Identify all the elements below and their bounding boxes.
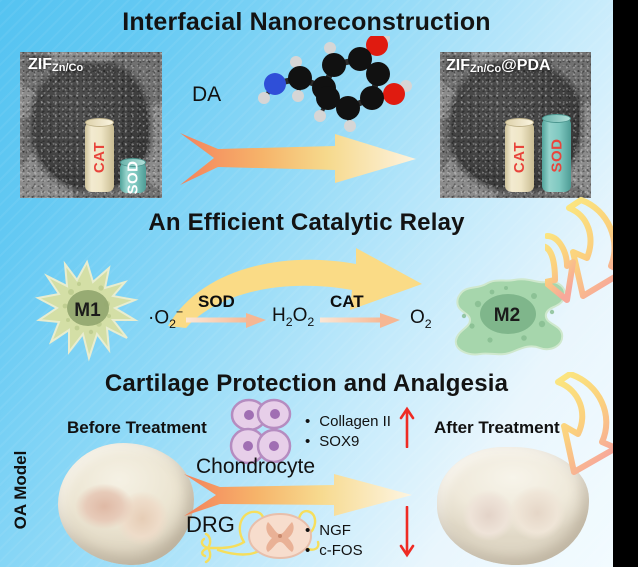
marker-item: • Collagen II (305, 412, 391, 432)
cylinder-label: CAT (511, 141, 528, 173)
enzyme-label-sod: SOD (198, 292, 235, 311)
enzyme-label-cat: CAT (330, 292, 364, 311)
marker-label: c-FOS (319, 542, 363, 559)
reaction-arrow-2 (320, 313, 400, 328)
dopamine-molecule-icon (258, 36, 412, 132)
marker-label: Collagen II (319, 413, 391, 430)
bullet-icon: • (305, 413, 311, 430)
marker-label: NGF (319, 522, 351, 539)
cylinder-cap (542, 114, 571, 123)
enzyme-cylinder-sod-right: SOD (542, 114, 571, 192)
m1-label: M1 (74, 299, 101, 321)
specimen-photo-before (58, 443, 194, 565)
marker-label: SOX9 (319, 433, 360, 450)
cylinder-label: SOD (548, 137, 566, 173)
treatment-arrow-bottom (184, 474, 412, 516)
cylinder-body (505, 122, 534, 192)
upregulation-arrow-icon (399, 406, 415, 448)
cylinder-label: SOD (124, 160, 142, 195)
right-black-bar (613, 0, 638, 567)
specimen-photo-after (437, 447, 589, 565)
cartilage-tissue-after (437, 447, 589, 565)
enzyme-cylinder-cat-left: CAT (85, 118, 114, 192)
chondrocyte-marker-list: • Collagen II • SOX9 (305, 412, 391, 452)
species-superoxide: ·O2− (148, 305, 184, 332)
m2-label: M2 (493, 305, 521, 326)
link-arrow-upper (545, 197, 613, 303)
macrophage-m1: M1 (35, 258, 140, 363)
section-title-catalytic-relay: An Efficient Catalytic Relay (148, 209, 465, 236)
reagent-label-da: DA (192, 83, 222, 106)
bullet-icon: • (305, 522, 311, 539)
species-hydrogen-peroxide: H2O2 (272, 305, 315, 329)
marker-item: • SOX9 (305, 432, 391, 452)
polarization-arrow-m1-m2 (168, 248, 422, 328)
enzyme-cylinder-sod-left: SOD (120, 158, 146, 195)
drg-label: DRG (186, 512, 235, 537)
bullet-icon: • (305, 542, 311, 559)
transformation-arrow-top (180, 133, 416, 185)
drg-marker-list: • NGF • c-FOS (305, 521, 363, 561)
enzyme-cylinder-cat-right: CAT (505, 118, 534, 192)
cylinder-cap (505, 118, 534, 127)
tem-label-pda-sub: Zn/Co (470, 63, 502, 75)
oa-model-side-label: OA Model (11, 450, 30, 530)
reaction-arrow-1 (186, 313, 266, 328)
chondrocyte-label: Chondrocyte (196, 455, 316, 478)
cartilage-tissue-before (58, 443, 194, 565)
m1-cell-shape (35, 259, 139, 362)
cylinder-body (120, 162, 146, 193)
after-treatment-label: After Treatment (434, 418, 560, 437)
cylinder-cap (85, 118, 114, 127)
marker-item: • NGF (305, 521, 363, 541)
chondrocyte-icon (229, 398, 292, 465)
cylinder-body (542, 118, 571, 192)
link-arrow-lower (555, 372, 613, 475)
tem-label-zif: ZIFZn/Co (28, 56, 83, 74)
species-oxygen: O2 (410, 307, 432, 331)
marker-item: • c-FOS (305, 541, 363, 561)
m2-cell-shape (454, 278, 566, 356)
drg-spinal-cord-icon (200, 509, 320, 564)
bullet-icon: • (305, 433, 311, 450)
tem-label-zif-sub: Zn/Co (52, 62, 84, 74)
section-title-interfacial-nanoreconstruction: Interfacial Nanoreconstruction (122, 8, 491, 36)
section-title-cartilage-protection: Cartilage Protection and Analgesia (104, 370, 509, 397)
cylinder-body (85, 122, 114, 192)
before-treatment-label: Before Treatment (67, 418, 207, 437)
cylinder-label: CAT (91, 141, 108, 173)
tem-label-zif-pda: ZIFZn/Co@PDA (446, 57, 551, 75)
tem-label-pda-main: ZIF (446, 57, 470, 74)
tem-label-zif-main: ZIF (28, 56, 52, 73)
tem-label-pda-tail: @PDA (501, 57, 551, 74)
macrophage-m2: M2 (442, 268, 572, 364)
downregulation-arrow-icon (399, 506, 415, 558)
cylinder-cap (120, 158, 146, 167)
figure-canvas: Interfacial Nanoreconstruction ZIFZn/Co … (0, 0, 613, 567)
